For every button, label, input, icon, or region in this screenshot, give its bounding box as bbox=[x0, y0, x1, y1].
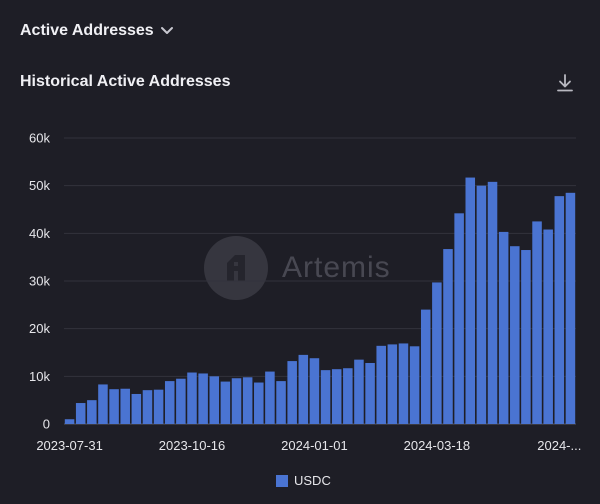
bar[interactable] bbox=[443, 249, 453, 424]
x-tick-label: 2023-10-16 bbox=[159, 438, 226, 453]
bar[interactable] bbox=[276, 381, 286, 424]
bar[interactable] bbox=[64, 419, 75, 424]
bar[interactable] bbox=[420, 309, 431, 424]
legend-label: USDC bbox=[294, 473, 331, 488]
download-button[interactable] bbox=[554, 72, 576, 94]
bar[interactable] bbox=[498, 231, 509, 424]
y-tick-label: 20k bbox=[29, 321, 50, 336]
legend-item-usdc[interactable]: USDC bbox=[276, 473, 331, 488]
bar[interactable] bbox=[343, 368, 353, 424]
bar[interactable] bbox=[432, 282, 442, 424]
bar[interactable] bbox=[98, 384, 108, 424]
bar[interactable] bbox=[465, 177, 476, 424]
y-tick-label: 30k bbox=[29, 274, 50, 289]
bar[interactable] bbox=[198, 373, 208, 424]
watermark: Artemis bbox=[204, 236, 391, 300]
bar[interactable] bbox=[87, 400, 97, 424]
download-icon bbox=[557, 74, 573, 92]
legend-swatch bbox=[276, 474, 288, 487]
x-tick-label: 2024-03-18 bbox=[404, 438, 471, 453]
y-tick-label: 10k bbox=[29, 369, 50, 384]
bar[interactable] bbox=[409, 346, 420, 424]
bar[interactable] bbox=[510, 246, 520, 424]
bar[interactable] bbox=[454, 213, 464, 424]
chart-title: Historical Active Addresses bbox=[20, 73, 231, 90]
bar[interactable] bbox=[75, 403, 86, 424]
bar[interactable] bbox=[109, 389, 119, 424]
bar[interactable] bbox=[265, 371, 275, 424]
x-tick-label: 2024-01-01 bbox=[281, 438, 348, 453]
bar[interactable] bbox=[487, 181, 498, 424]
bar[interactable] bbox=[120, 388, 130, 424]
bar[interactable] bbox=[254, 382, 264, 424]
bar[interactable] bbox=[376, 345, 386, 424]
bar[interactable] bbox=[298, 354, 309, 424]
bar[interactable] bbox=[543, 229, 553, 424]
x-tick-label: 2023-07-31 bbox=[36, 438, 103, 453]
bar[interactable] bbox=[532, 221, 542, 424]
bar[interactable] bbox=[331, 369, 342, 424]
bar[interactable] bbox=[164, 381, 175, 424]
bar[interactable] bbox=[220, 381, 231, 424]
bar[interactable] bbox=[309, 358, 320, 424]
bar[interactable] bbox=[131, 393, 142, 424]
bar[interactable] bbox=[476, 185, 487, 424]
bar[interactable] bbox=[554, 196, 565, 424]
bar[interactable] bbox=[398, 343, 409, 424]
metric-dropdown-label: Active Addresses bbox=[20, 22, 154, 39]
bar[interactable] bbox=[231, 378, 242, 424]
bar[interactable] bbox=[242, 377, 253, 424]
watermark-text: Artemis bbox=[282, 251, 391, 284]
x-tick-label: 2024-... bbox=[537, 438, 581, 453]
y-tick-label: 50k bbox=[29, 178, 50, 193]
bar[interactable] bbox=[187, 372, 197, 424]
bar[interactable] bbox=[387, 344, 398, 424]
bar[interactable] bbox=[521, 250, 531, 424]
y-tick-label: 40k bbox=[29, 226, 50, 241]
bar[interactable] bbox=[287, 361, 297, 424]
bar[interactable] bbox=[365, 362, 375, 424]
bar[interactable] bbox=[153, 389, 164, 424]
y-tick-label: 0 bbox=[43, 417, 50, 432]
artemis-logo-icon bbox=[204, 236, 268, 300]
bar[interactable] bbox=[209, 376, 220, 424]
chevron-down-icon bbox=[160, 27, 173, 34]
y-tick-label: 60k bbox=[29, 131, 50, 146]
bar[interactable] bbox=[354, 359, 364, 424]
bar[interactable] bbox=[565, 192, 576, 424]
bar[interactable] bbox=[142, 390, 153, 424]
bar[interactable] bbox=[320, 370, 331, 424]
metric-dropdown[interactable]: Active Addresses bbox=[20, 22, 174, 40]
bar[interactable] bbox=[176, 378, 186, 424]
